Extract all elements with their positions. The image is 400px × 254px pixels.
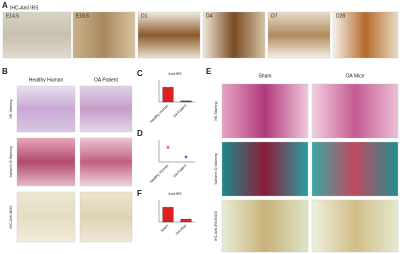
bar [180, 100, 192, 103]
micrograph [311, 141, 399, 197]
column-label: Sham [258, 73, 271, 79]
row-label: HE Staining [214, 102, 218, 121]
image-label: D1 [141, 13, 148, 19]
micrograph [311, 83, 399, 139]
micrograph [221, 199, 309, 253]
panel-letter: E [206, 67, 212, 76]
x-tick-label: OA Patient [172, 104, 187, 119]
image-label: D28 [336, 13, 345, 19]
column-label: OA Mice [346, 73, 365, 79]
micrograph [137, 11, 201, 59]
panel-letter: B [2, 67, 8, 76]
micrograph [72, 11, 136, 59]
x-tick-label: Healthy Human [149, 164, 169, 184]
micrograph [16, 85, 76, 133]
micrograph [311, 199, 399, 253]
micrograph [332, 11, 399, 59]
image-label: D4 [206, 13, 213, 19]
micrograph [221, 83, 309, 139]
x-tick-label: Healthy Human [149, 104, 169, 124]
bar [162, 207, 174, 223]
row-label: IHC Anti-IRS/iNOS [214, 210, 218, 241]
micrograph [267, 11, 331, 59]
micrograph [16, 137, 76, 187]
bar [180, 218, 192, 223]
micrograph [79, 137, 133, 187]
micrograph [16, 191, 76, 243]
panel-title: IHC-Anti IRS [10, 5, 39, 11]
bar [162, 87, 174, 103]
row-label: Safranin O Staining [214, 153, 218, 184]
panel-letter: D [137, 129, 143, 138]
micrograph [221, 141, 309, 197]
micrograph [2, 11, 72, 59]
row-label: IHC Anti-iNOS [9, 205, 13, 229]
dot [184, 155, 188, 159]
panel-letter: A [2, 1, 8, 10]
image-label: D7 [271, 13, 278, 19]
micrograph [79, 191, 133, 243]
dot [166, 145, 170, 149]
panel-letter: F [137, 189, 142, 198]
column-label: Healthy Human [29, 77, 64, 83]
micrograph [202, 11, 266, 59]
x-tick-label: OA Mice [175, 224, 187, 236]
column-label: OA Patient [94, 77, 119, 83]
x-tick-label: OA Patient [172, 164, 187, 179]
image-label: E16.5 [76, 13, 89, 19]
chart-title: Anti-IRS [168, 192, 182, 196]
row-label: Safranin O Staining [9, 146, 13, 177]
chart-title: Anti-IRS [168, 72, 182, 76]
panel-letter: C [137, 69, 143, 78]
micrograph [79, 85, 133, 133]
x-tick-label: Sham [160, 224, 169, 233]
row-label: HE Staining [9, 100, 13, 119]
image-label: E14.5 [6, 13, 19, 19]
